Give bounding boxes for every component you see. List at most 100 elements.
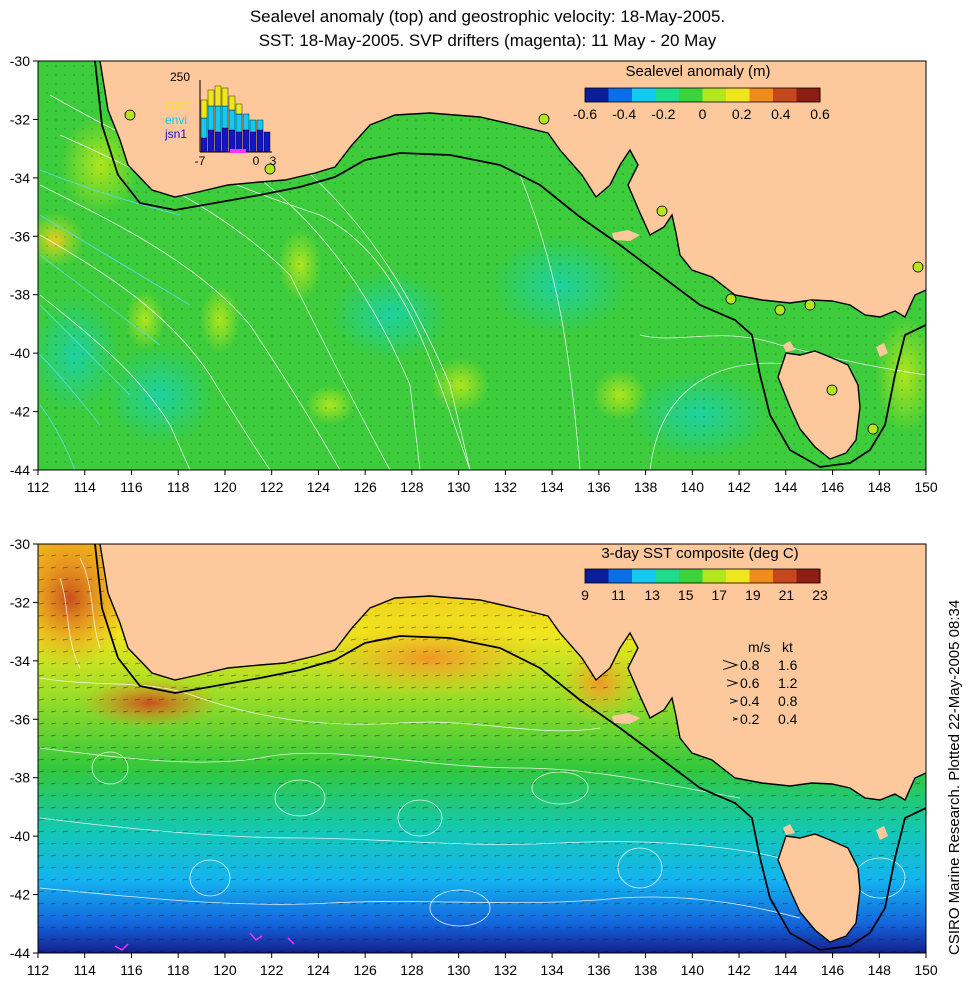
inset-bar <box>228 109 236 131</box>
x-tick-label: 150 <box>914 479 938 495</box>
x-tick-label: 134 <box>540 479 564 495</box>
x-tick-label: 140 <box>681 962 705 978</box>
colorbar-swatch <box>655 88 680 102</box>
inset-y-label: 250 <box>170 70 190 84</box>
x-tick-label: 142 <box>727 962 751 978</box>
x-tick-label: 150 <box>914 962 938 978</box>
inset-legend-envi: envi <box>165 113 187 127</box>
velocity-key: m/s kt 0.8 1.6 0.6 1.2 0.4 0.8 0.2 0.4 <box>722 639 798 727</box>
colorbar-label: -0.6 <box>573 106 597 122</box>
x-tick-label: 132 <box>494 962 518 978</box>
x-tick-label: 112 <box>27 962 50 978</box>
x-tick-label: 144 <box>774 479 798 495</box>
inset-drifter-window <box>230 149 246 153</box>
velocity-key-header-ms: m/s <box>748 639 771 655</box>
title-line-1: Sealevel anomaly (top) and geostrophic v… <box>249 7 726 26</box>
inset-bar <box>263 131 271 153</box>
x-tick-label: 146 <box>821 479 845 495</box>
inset-bar <box>200 137 208 153</box>
inset-bar <box>207 89 215 107</box>
colorbar-label: 9 <box>581 587 589 603</box>
inset-bar <box>214 131 222 153</box>
y-tick-label: -38 <box>10 287 30 303</box>
x-tick-label: 126 <box>353 962 377 978</box>
colorbar-swatch <box>632 88 656 102</box>
x-tick-label: 148 <box>868 479 892 495</box>
inset-bar <box>214 85 222 107</box>
altimeter-inset: 250 -7 0 3 GFO envi jsn1 <box>164 70 277 168</box>
shelf-contour <box>94 544 926 951</box>
colorbar-frame <box>584 87 821 103</box>
x-tick-label: 116 <box>120 962 143 978</box>
sst-map: 112 114 116 118 120 122 124 126 128 130 132 134 136 1… <box>10 538 938 978</box>
colorbar-frame <box>584 568 821 584</box>
colorbar-swatch <box>702 88 727 102</box>
colorbar-swatch <box>585 88 609 102</box>
colorbar-swatch <box>679 88 703 102</box>
y-tick-label: -44 <box>10 462 30 478</box>
top-map-axes: 112 114 116 118 120 122 124 126 128 130 132 134 136 1… <box>10 55 938 495</box>
colorbar-label: 0 <box>699 106 707 122</box>
inset-bar <box>221 105 229 129</box>
x-tick-label: 116 <box>120 479 143 495</box>
y-tick-label: -34 <box>10 170 30 186</box>
x-tick-label: 120 <box>213 479 237 495</box>
x-tick-label: 122 <box>260 962 284 978</box>
inset-bar <box>207 105 215 131</box>
velocity-key-kt: 0.4 <box>778 711 798 727</box>
sealevel-anomaly-map: 112 114 116 118 120 122 124 126 128 130 132 134 136 1… <box>10 55 938 495</box>
y-tick-label: -32 <box>10 594 30 610</box>
credit-text: CSIRO Marine Research. Plotted 22-May-20… <box>946 599 963 955</box>
velocity-key-ms: 0.2 <box>740 711 760 727</box>
colorbar-label: 0.2 <box>732 106 752 122</box>
colorbar-swatch <box>726 88 750 102</box>
inset-bar <box>235 103 243 115</box>
x-tick-label: 136 <box>587 479 611 495</box>
velocity-key-kt: 1.6 <box>778 657 798 673</box>
inset-bar <box>207 129 215 153</box>
colorbar-swatch <box>632 569 656 583</box>
y-tick-label: -38 <box>10 770 30 786</box>
sst-colorbar: 3-day SST composite (deg C) 9 11 13 15 17 19 2… <box>581 545 828 603</box>
x-tick-label: 128 <box>400 479 424 495</box>
x-tick-label: 138 <box>634 962 658 978</box>
colorbar-swatch <box>608 569 633 583</box>
x-tick-label: 112 <box>27 479 50 495</box>
inset-bar <box>242 113 250 131</box>
inset-bar <box>228 129 236 153</box>
y-tick-label: -32 <box>10 111 30 127</box>
x-tick-label: 136 <box>587 962 611 978</box>
colorbar-label: 21 <box>779 587 795 603</box>
y-tick-label: -44 <box>10 945 30 961</box>
x-tick-label: 126 <box>353 479 377 495</box>
velocity-key-arrow <box>729 698 739 704</box>
y-tick-label: -36 <box>10 711 30 727</box>
x-tick-label: 146 <box>821 962 845 978</box>
svp-drifter-tracks <box>114 932 295 951</box>
y-tick-label: -42 <box>10 404 30 420</box>
bottom-map-axes: 112 114 116 118 120 122 124 126 128 130 132 134 136 1… <box>10 538 938 978</box>
x-tick-label: 124 <box>307 962 331 978</box>
colorbar-label: -0.4 <box>612 106 636 122</box>
inset-legend-jsn1: jsn1 <box>164 127 187 141</box>
x-tick-label: 122 <box>260 479 284 495</box>
tide-gauge-markers <box>124 109 924 435</box>
land-mass <box>38 544 926 942</box>
colorbar-swatch <box>749 88 774 102</box>
y-tick-label: -36 <box>10 228 30 244</box>
colorbar-label: 15 <box>678 587 694 603</box>
x-tick-label: 128 <box>400 962 424 978</box>
x-tick-label: 114 <box>74 962 97 978</box>
y-tick-label: -34 <box>10 653 30 669</box>
x-tick-label: 124 <box>307 479 331 495</box>
colorbar-label: 19 <box>745 587 761 603</box>
colorbar-label: 0.4 <box>771 106 791 122</box>
inset-bar <box>214 105 222 133</box>
x-tick-label: 120 <box>213 962 237 978</box>
velocity-key-header-kt: kt <box>782 639 793 655</box>
y-tick-label: -42 <box>10 887 30 903</box>
sst-contours <box>39 557 906 927</box>
velocity-key-kt: 1.2 <box>778 675 798 691</box>
inset-bar <box>228 95 236 111</box>
x-tick-label: 140 <box>681 479 705 495</box>
